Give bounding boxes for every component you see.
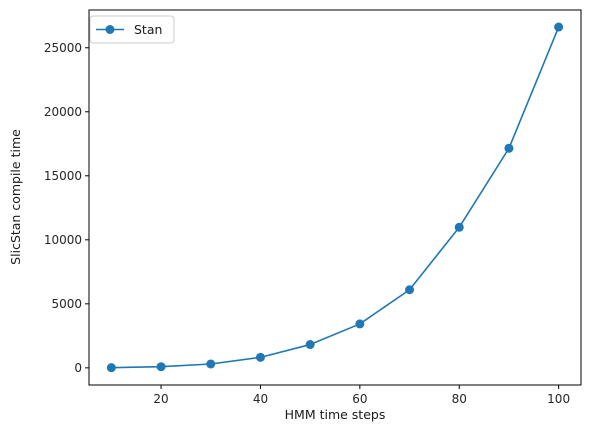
data-point bbox=[206, 359, 216, 369]
legend-box bbox=[89, 15, 175, 44]
x-tick-label: 60 bbox=[352, 392, 367, 406]
x-tick-label: 20 bbox=[153, 392, 168, 406]
data-point bbox=[454, 222, 464, 232]
y-tick-label: 5000 bbox=[51, 297, 82, 311]
legend: Stan bbox=[89, 15, 175, 44]
y-tick-label: 20000 bbox=[44, 105, 82, 119]
data-point bbox=[106, 363, 116, 373]
y-tick-label: 25000 bbox=[44, 41, 82, 55]
x-tick-label: 40 bbox=[253, 392, 268, 406]
y-tick-label: 15000 bbox=[44, 169, 82, 183]
series-layer bbox=[106, 22, 564, 373]
data-point bbox=[355, 319, 365, 329]
x-axis-ticks: 20 40 60 80 100 bbox=[153, 385, 570, 406]
y-tick-label: 10000 bbox=[44, 233, 82, 247]
legend-label: Stan bbox=[134, 22, 162, 37]
series-line bbox=[111, 26, 560, 369]
y-axis-label: SlicStan compile time bbox=[8, 129, 23, 265]
data-point bbox=[156, 362, 166, 372]
plot-frame bbox=[88, 9, 582, 386]
data-point bbox=[255, 352, 265, 362]
x-axis-label: HMM time steps bbox=[285, 407, 386, 422]
legend-marker bbox=[105, 25, 115, 34]
data-point bbox=[305, 340, 315, 350]
x-tick-label: 100 bbox=[547, 392, 570, 406]
y-axis-ticks: 0 5000 10000 15000 20000 25000 bbox=[44, 41, 89, 375]
data-point bbox=[405, 285, 415, 295]
x-tick-label: 80 bbox=[452, 392, 467, 406]
data-point bbox=[504, 143, 514, 153]
data-point bbox=[554, 22, 564, 32]
y-tick-label: 0 bbox=[74, 361, 82, 375]
